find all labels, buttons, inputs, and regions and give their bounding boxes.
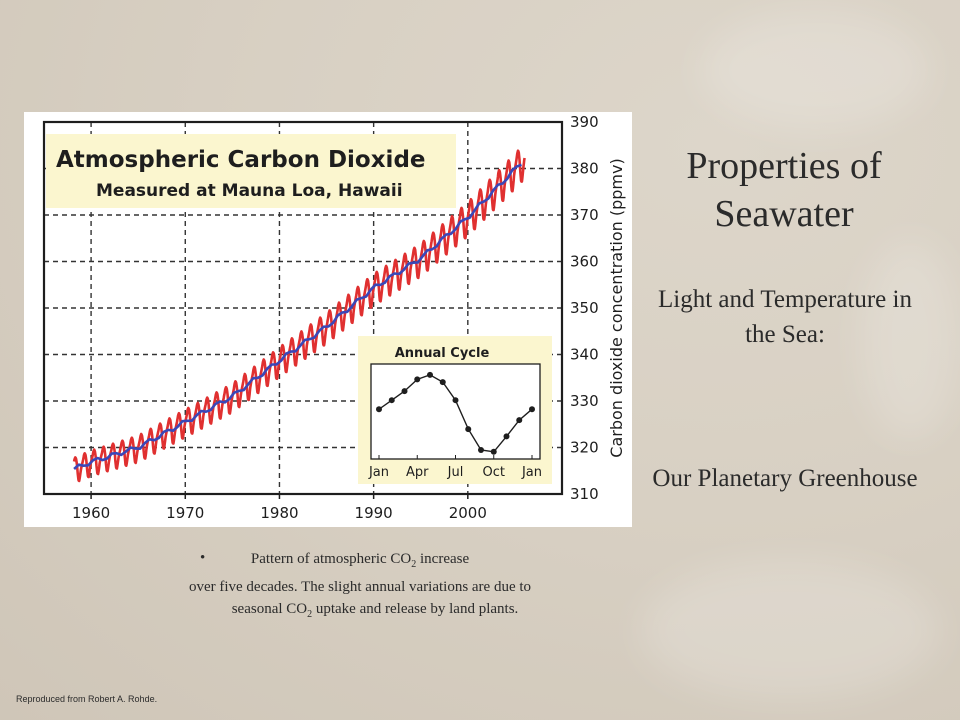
inset-x-tick-label: Jul <box>447 465 464 480</box>
series-layer <box>72 149 526 483</box>
slide-subtitle-2: Our Planetary Greenhouse <box>652 465 918 492</box>
annual-cycle-point <box>529 406 535 413</box>
annual-cycle-point <box>388 397 395 404</box>
x-tick-label: 2000 <box>449 504 487 522</box>
tick-labels: 1960 1970 1980 1990 2000 310 320 330 340 350 360 37… <box>72 113 599 522</box>
annual-cycle-point <box>478 446 484 453</box>
chart-title: Atmospheric Carbon Dioxide <box>56 147 426 173</box>
slide-subtitle: Light and Temperature in the Sea: <box>658 286 912 348</box>
x-tick-label: 1970 <box>166 504 204 522</box>
x-tick-label: 1980 <box>260 504 298 522</box>
annual-cycle-point <box>452 397 459 404</box>
plot-frame <box>42 120 564 496</box>
y-tick-label: 350 <box>570 299 599 317</box>
inset-title: Annual Cycle <box>395 346 490 361</box>
inset-x-tick-label: Jan <box>521 465 542 480</box>
caption-subscript: 2 <box>307 609 313 620</box>
annual-cycle-point <box>427 371 433 378</box>
figure-caption: • Pattern of atmospheric CO2 increase ov… <box>120 548 600 626</box>
y-tick-label: 340 <box>570 346 599 364</box>
annual-cycle-point <box>490 448 497 455</box>
inset-x-tick-label: Oct <box>483 465 505 480</box>
chart-subtitle: Measured at Mauna Loa, Hawaii <box>96 181 403 201</box>
caption-line-3: seasonal CO2 uptake and release by land … <box>120 598 600 626</box>
inset-x-tick-label: Apr <box>406 465 429 480</box>
annual-cycle-point <box>465 426 472 433</box>
x-tick-label: 1990 <box>355 504 393 522</box>
y-tick-label: 380 <box>570 160 599 178</box>
trend-co2-line <box>73 163 522 470</box>
caption-text: seasonal CO <box>231 601 308 617</box>
caption-text: increase <box>416 551 470 567</box>
y-tick-label: 370 <box>570 206 599 224</box>
annual-cycle-point <box>376 406 382 413</box>
y-tick-label: 390 <box>570 113 599 131</box>
co2-figure: Atmospheric Carbon Dioxide Measured at M… <box>24 112 632 527</box>
caption-text: Pattern of atmospheric CO <box>250 551 412 567</box>
caption-line-1: • Pattern of atmospheric CO2 increase <box>120 548 600 576</box>
y-tick-label: 360 <box>570 253 599 271</box>
annual-cycle-point <box>414 376 421 383</box>
y-axis-label: Carbon dioxide concentration (ppmv) <box>607 158 626 457</box>
annual-cycle-point <box>516 417 523 424</box>
annual-cycle-inset: Annual Cycle Jan Apr Jul Oct Jan <box>358 336 552 484</box>
caption-bullet: • <box>200 550 206 566</box>
co2-chart: Atmospheric Carbon Dioxide Measured at M… <box>24 112 632 527</box>
y-tick-label: 310 <box>570 485 599 503</box>
caption-subscript: 2 <box>411 559 417 570</box>
seasonal-co2-line <box>72 149 526 483</box>
background-texture <box>640 560 940 700</box>
x-tick-label: 1960 <box>72 504 110 522</box>
credit-text: Reproduced from Robert A. Rohde. <box>16 694 158 704</box>
slide-title: Properties of Seawater <box>686 145 882 235</box>
background-texture <box>860 240 960 440</box>
inset-plot-frame <box>370 363 541 460</box>
annual-cycle-point <box>503 433 510 440</box>
background-texture <box>700 10 930 130</box>
inset-x-tick-label: Jan <box>368 465 389 480</box>
annual-cycle-point <box>439 379 446 386</box>
y-tick-label: 320 <box>570 439 599 457</box>
y-tick-label: 330 <box>570 392 599 410</box>
chart-title-box <box>46 134 456 208</box>
caption-line-2: over five decades. The slight annual var… <box>188 579 532 595</box>
annual-cycle-point <box>401 388 408 395</box>
caption-text: uptake and release by land plants. <box>312 601 519 617</box>
